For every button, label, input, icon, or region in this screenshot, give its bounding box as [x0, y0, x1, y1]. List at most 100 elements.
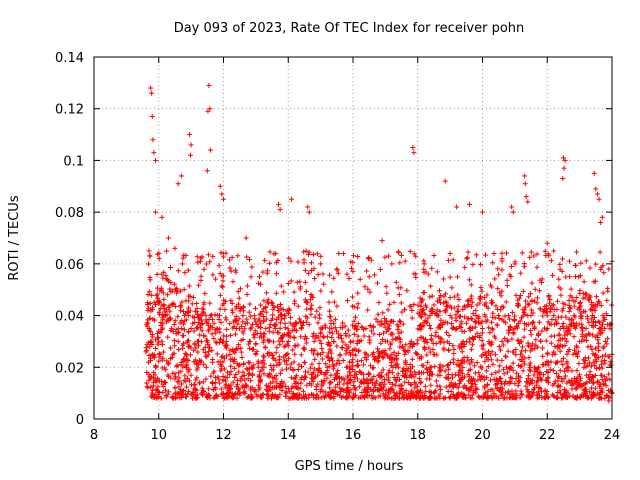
data-point — [479, 343, 485, 349]
data-point — [525, 301, 531, 307]
data-point — [498, 392, 504, 398]
data-point — [313, 384, 319, 390]
y-tick-label: 0.1 — [63, 154, 84, 169]
chart-title: Day 093 of 2023, Rate Of TEC Index for r… — [174, 21, 525, 36]
data-point — [566, 347, 572, 353]
x-axis-label: GPS time / hours — [295, 459, 404, 474]
data-point — [211, 335, 217, 341]
data-point — [328, 372, 334, 378]
y-tick-label: 0.02 — [55, 361, 84, 376]
data-point — [202, 333, 208, 339]
data-point — [517, 395, 523, 401]
data-point — [176, 347, 182, 353]
data-point — [320, 333, 326, 339]
data-point — [260, 339, 266, 345]
data-point — [191, 347, 197, 353]
data-point — [244, 316, 250, 322]
data-point — [485, 364, 491, 370]
x-tick-label: 14 — [280, 428, 297, 443]
data-point — [351, 383, 357, 389]
data-point — [456, 296, 462, 302]
data-point — [231, 365, 237, 371]
data-point — [367, 363, 373, 369]
data-point — [378, 340, 384, 346]
data-point — [152, 345, 158, 351]
data-point — [533, 337, 539, 343]
data-point — [557, 348, 563, 354]
data-point — [250, 346, 256, 352]
data-point — [515, 383, 521, 389]
data-point — [459, 349, 465, 355]
data-point — [468, 304, 474, 310]
data-point — [237, 362, 243, 368]
data-point — [323, 361, 329, 367]
data-point — [397, 319, 403, 325]
data-point — [376, 332, 382, 338]
data-point — [338, 332, 344, 338]
data-point — [218, 319, 224, 325]
data-point — [412, 369, 418, 375]
data-point — [321, 371, 327, 377]
data-point — [362, 355, 368, 361]
data-point — [473, 386, 479, 392]
data-point — [465, 358, 471, 364]
data-point — [212, 375, 218, 381]
data-point — [274, 317, 280, 323]
data-point — [313, 335, 319, 341]
data-point — [444, 330, 450, 336]
data-point — [428, 372, 434, 378]
data-point — [355, 320, 361, 326]
data-point — [513, 352, 519, 358]
data-point — [229, 300, 235, 306]
data-point — [155, 334, 161, 340]
data-point — [390, 395, 396, 401]
data-point — [444, 363, 450, 369]
data-point — [252, 305, 258, 311]
data-point — [569, 377, 575, 383]
data-point — [473, 319, 479, 325]
data-point — [598, 372, 604, 378]
data-point — [394, 336, 400, 342]
data-point — [274, 345, 280, 351]
data-point — [556, 374, 562, 380]
data-point — [180, 364, 186, 370]
data-point — [540, 353, 546, 359]
y-tick-label: 0.08 — [55, 206, 84, 221]
data-point — [467, 395, 473, 401]
data-point — [227, 347, 233, 353]
data-point — [214, 351, 220, 357]
data-point — [308, 305, 314, 311]
data-point — [343, 351, 349, 357]
data-point — [479, 365, 485, 371]
grid — [94, 57, 612, 419]
data-point — [358, 358, 364, 364]
data-point — [276, 307, 282, 313]
data-point — [425, 369, 431, 375]
data-point — [380, 336, 386, 342]
data-point — [166, 389, 172, 395]
data-point — [198, 358, 204, 364]
data-point — [217, 336, 223, 342]
data-point — [481, 295, 487, 301]
data-point — [563, 389, 569, 395]
data-point — [510, 330, 516, 336]
data-point — [542, 361, 548, 367]
data-point — [603, 383, 609, 389]
data-point — [300, 322, 306, 328]
data-point — [447, 340, 453, 346]
data-point — [304, 382, 310, 388]
data-point — [220, 302, 226, 308]
data-point — [334, 343, 340, 349]
data-point — [526, 294, 532, 300]
data-point — [276, 338, 282, 344]
data-point — [355, 348, 361, 354]
data-point — [414, 384, 420, 390]
data-point — [213, 330, 219, 336]
data-point — [584, 338, 590, 344]
data-point — [416, 370, 422, 376]
data-point — [287, 365, 293, 371]
data-point — [498, 347, 504, 353]
data-point — [558, 292, 564, 298]
data-point — [235, 321, 241, 327]
data-point — [520, 368, 526, 374]
